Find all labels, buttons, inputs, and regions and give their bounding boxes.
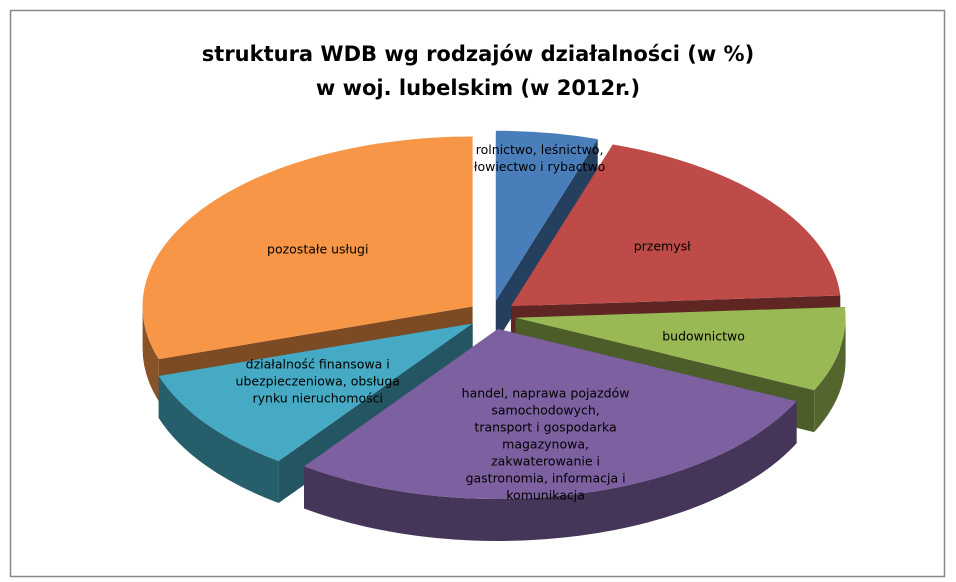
slice-label: przemysł	[633, 238, 691, 254]
slice-side	[142, 306, 159, 402]
slice-label: rolnictwo, leśnictwo, łowiectwo i rybact…	[473, 142, 606, 175]
slice-label: działalność finansowa i ubezpieczeniowa,…	[235, 356, 400, 406]
slice	[304, 328, 797, 499]
slice-label: budownictwo	[662, 328, 745, 344]
chart-title: struktura WDB wg rodzajów działalności (…	[201, 42, 755, 66]
slice	[510, 144, 841, 307]
slice-label: handel, naprawa pojazdów samochodowych, …	[461, 385, 630, 503]
slice	[158, 323, 473, 461]
slice-side	[158, 376, 279, 503]
slice	[515, 307, 846, 391]
slice	[142, 136, 473, 360]
slice-side	[814, 317, 846, 433]
slice-label: pozostałe usługi	[267, 241, 369, 257]
chart-title: w woj. lubelskim (w 2012r.)	[315, 76, 641, 100]
slice	[495, 130, 598, 301]
slice-side	[304, 401, 797, 541]
